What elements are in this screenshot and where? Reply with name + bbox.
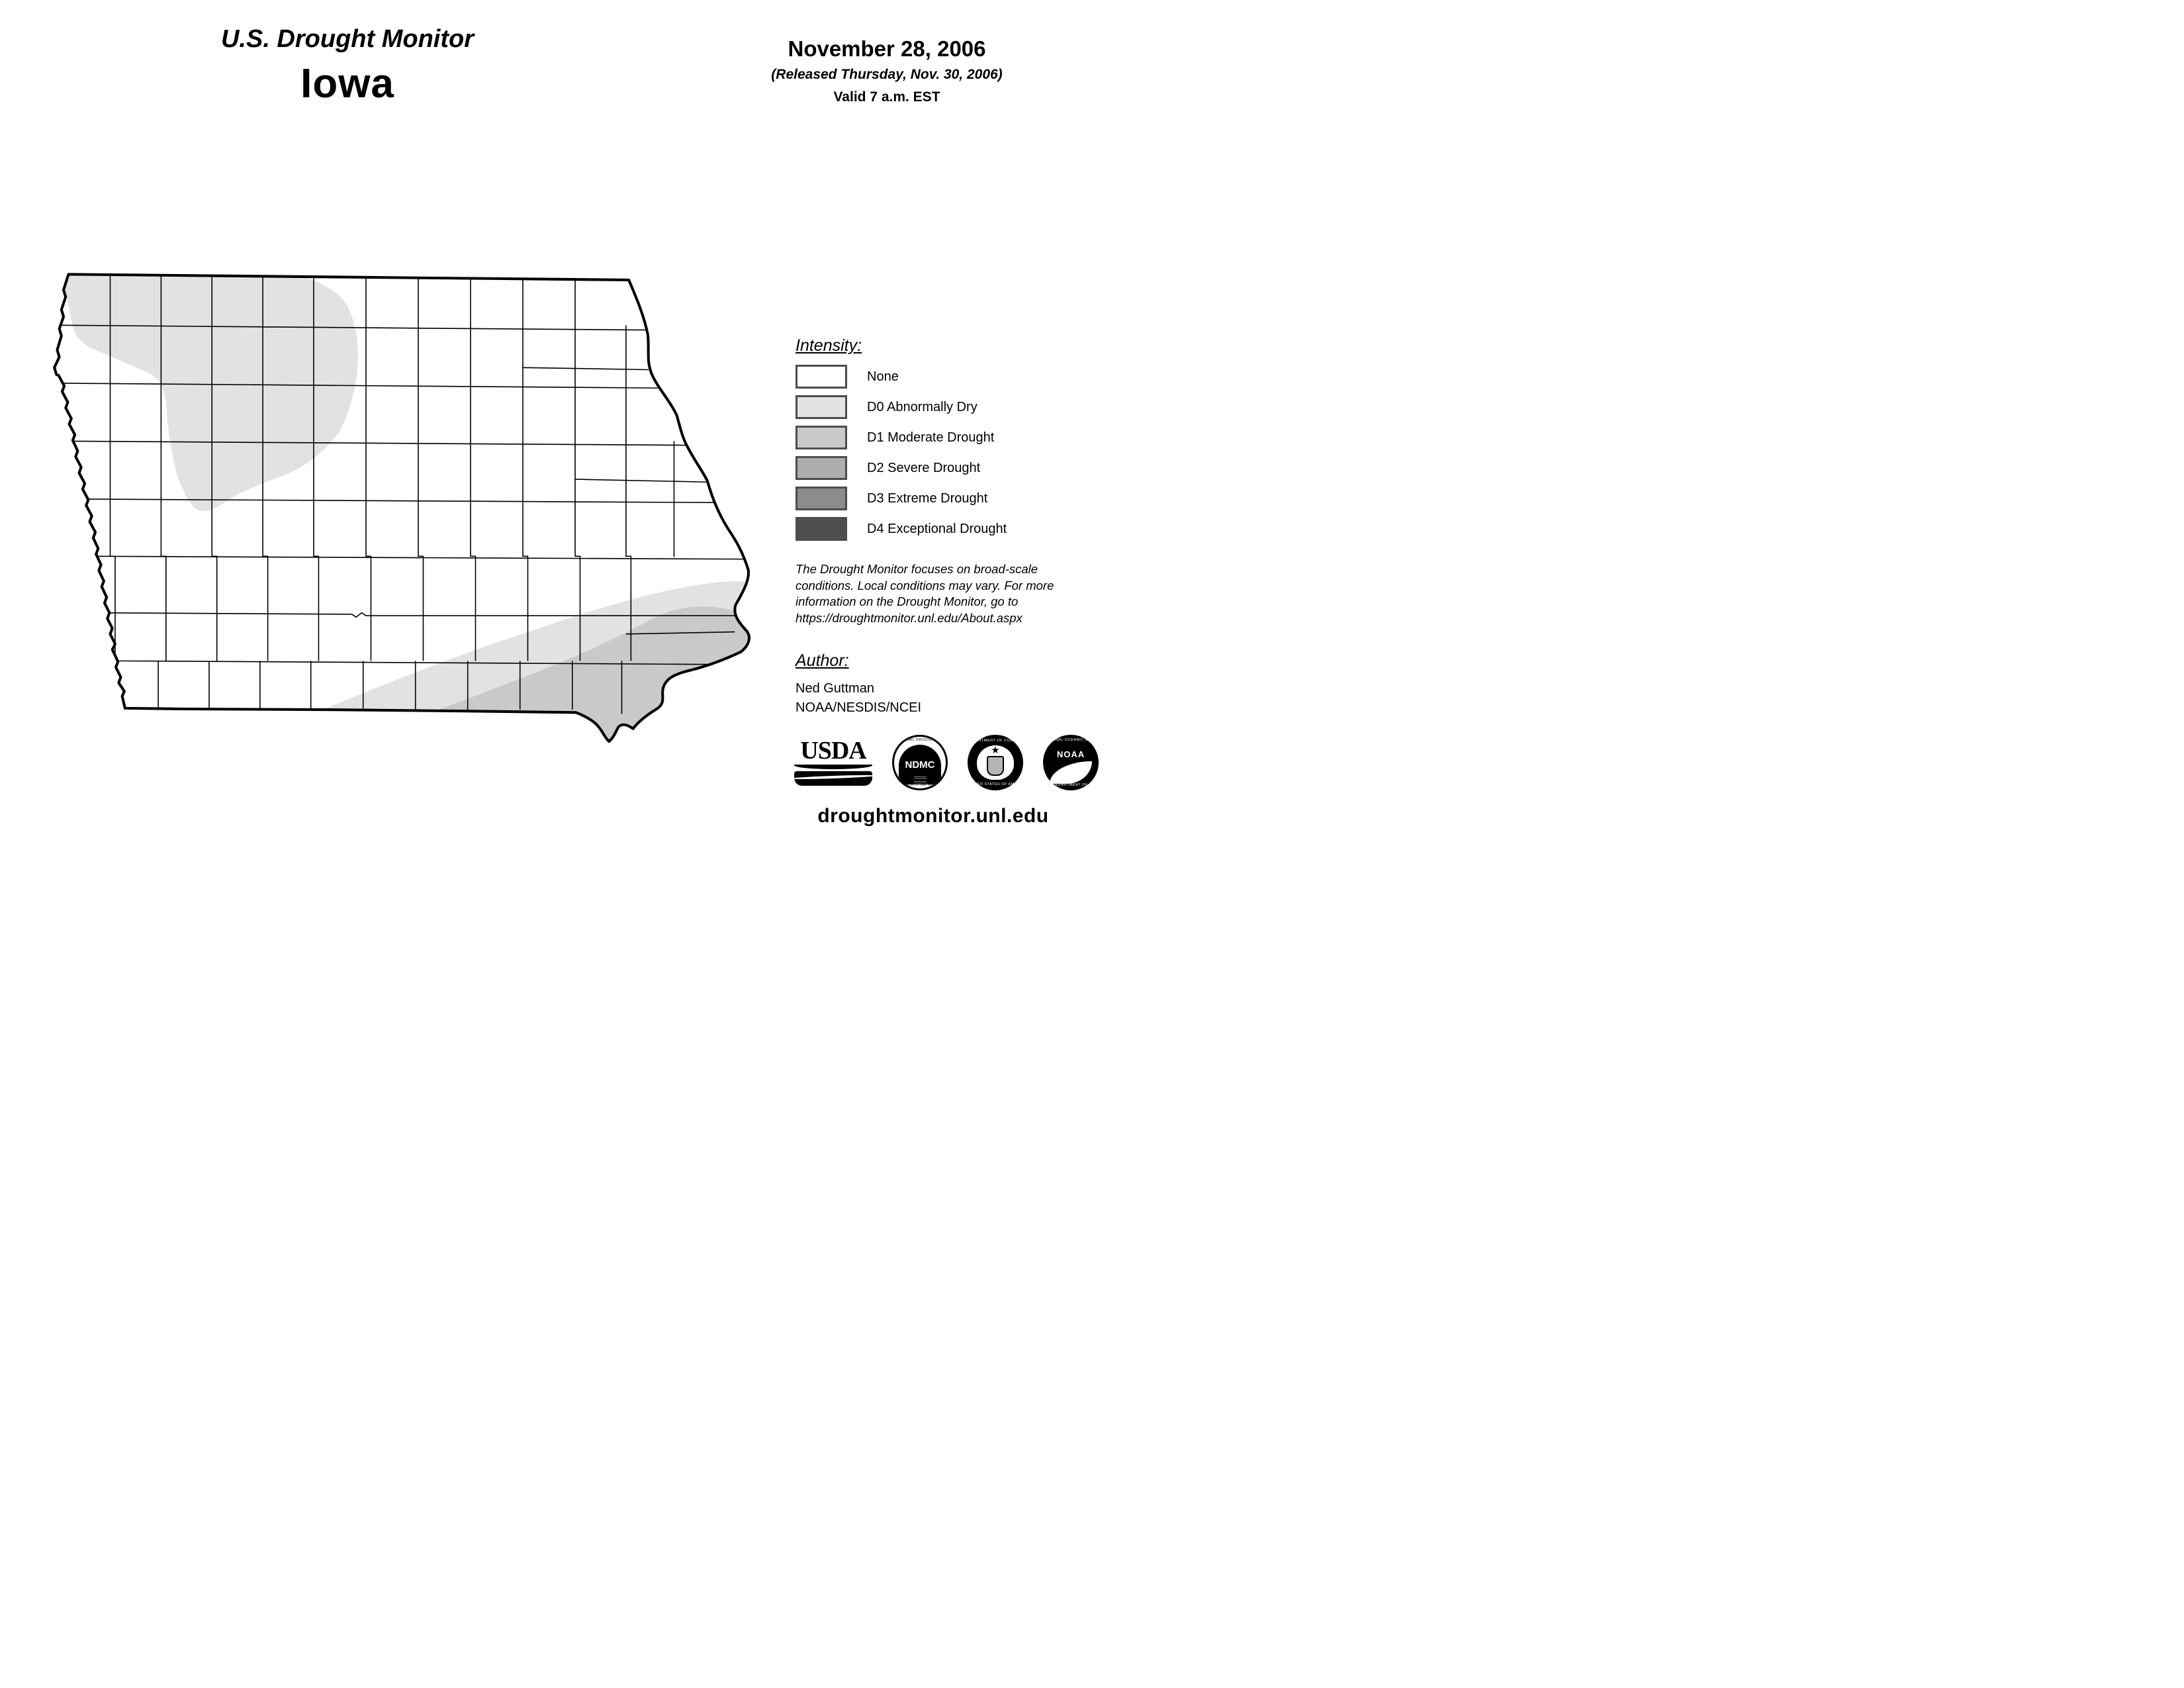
d3-swatch: [796, 487, 847, 510]
legend-item-label: D3 Extreme Drought: [867, 491, 988, 506]
legend-item-d1: D1 Moderate Drought: [796, 426, 1100, 449]
none-swatch: [796, 365, 847, 389]
legend-item-label: D1 Moderate Drought: [867, 430, 995, 445]
legend-item-label: D4 Exceptional Drought: [867, 521, 1007, 536]
map-date: November 28, 2006: [788, 36, 986, 61]
legend-item-label: None: [867, 369, 899, 384]
release-date: (Released Thursday, Nov. 30, 2006): [771, 67, 1003, 82]
legend-item-label: D2 Severe Drought: [867, 460, 981, 475]
drought-monitor-page: { "header": { "title": "U.S. Drought Mon…: [0, 0, 1099, 844]
disclaimer-text: The Drought Monitor focuses on broad-sca…: [796, 562, 1054, 625]
title-block: U.S. Drought Monitor Iowa: [79, 25, 615, 107]
noaa-logo: NATIONAL OCEANIC AND ATMOSPHERIC ADMINIS…: [1043, 735, 1099, 790]
usda-logo: USDA: [794, 737, 872, 786]
legend-item-none: None: [796, 365, 1100, 389]
page-title: U.S. Drought Monitor: [220, 25, 475, 53]
d4-swatch: [796, 517, 847, 541]
doc-eagle-icon: ★: [991, 745, 1000, 756]
legend-item-d2: D2 Severe Drought: [796, 456, 1100, 480]
drought-monitor-url[interactable]: droughtmonitor.unl.edu: [817, 805, 1049, 827]
author-heading: Author:: [796, 651, 849, 670]
d2-swatch: [796, 456, 847, 480]
legend-heading: Intensity:: [796, 336, 862, 355]
doc-ring-text-top: DEPARTMENT OF COMMERCE: [968, 739, 1023, 743]
drought-region-d0-northwest: [64, 274, 358, 511]
ndmc-logo: NATIONAL DROUGHT MITIGATION CENTER NDMC …: [892, 735, 948, 790]
author-name: Ned Guttman: [796, 681, 874, 696]
ndmc-dome-icon: NDMC: [899, 745, 941, 775]
agency-logos: USDA NATIONAL DROUGHT MITIGATION CENTER …: [794, 732, 1099, 793]
ndmc-logo-text: NDMC: [905, 759, 935, 771]
legend-item-d3: D3 Extreme Drought: [796, 487, 1100, 510]
doc-shield-icon: [987, 756, 1004, 776]
noaa-ring-text-bottom: U.S. DEPARTMENT OF COMMERCE: [1043, 783, 1099, 787]
valid-time: Valid 7 a.m. EST: [833, 89, 940, 105]
d0-swatch: [796, 395, 847, 419]
noaa-logo-text: NOAA: [1056, 749, 1085, 759]
ndmc-ring-text-top: NATIONAL DROUGHT MITIGATION CENTER: [894, 738, 946, 742]
date-block: November 28, 2006 (Released Thursday, No…: [675, 36, 1099, 105]
ndmc-ring-text-bottom: UNIVERSITY OF NEBRASKA: [894, 783, 946, 787]
d1-swatch: [796, 426, 847, 449]
iowa-map-svg: [53, 273, 751, 743]
doc-logo: DEPARTMENT OF COMMERCE ★ UNITED STATES O…: [968, 735, 1023, 790]
doc-ring-text-bottom: UNITED STATES OF AMERICA: [968, 782, 1023, 786]
doc-seal-icon: ★: [977, 745, 1014, 780]
usda-bar-icon: [794, 771, 872, 786]
usda-logo-text: USDA: [800, 737, 866, 765]
ndmc-waves-icon: ≈≈≈ ≈≈≈: [899, 775, 941, 784]
noaa-ring-text-top: NATIONAL OCEANIC AND ATMOSPHERIC ADMINIS…: [1043, 738, 1099, 742]
author-org: NOAA/NESDIS/NCEI: [796, 700, 922, 715]
state-title: Iowa: [300, 61, 394, 107]
author-block: Author: Ned Guttman NOAA/NESDIS/NCEI: [796, 651, 1087, 716]
legend-item-d0: D0 Abnormally Dry: [796, 395, 1100, 419]
state-outline: [53, 273, 751, 743]
noaa-bird-icon: [1050, 761, 1092, 784]
intensity-legend: Intensity: None D0 Abnormally Dry D1 Mod…: [796, 336, 1100, 549]
legend-item-label: D0 Abnormally Dry: [867, 399, 978, 414]
legend-item-d4: D4 Exceptional Drought: [796, 517, 1100, 541]
iowa-drought-map: [42, 261, 763, 771]
usda-swoosh-icon: [794, 764, 872, 769]
